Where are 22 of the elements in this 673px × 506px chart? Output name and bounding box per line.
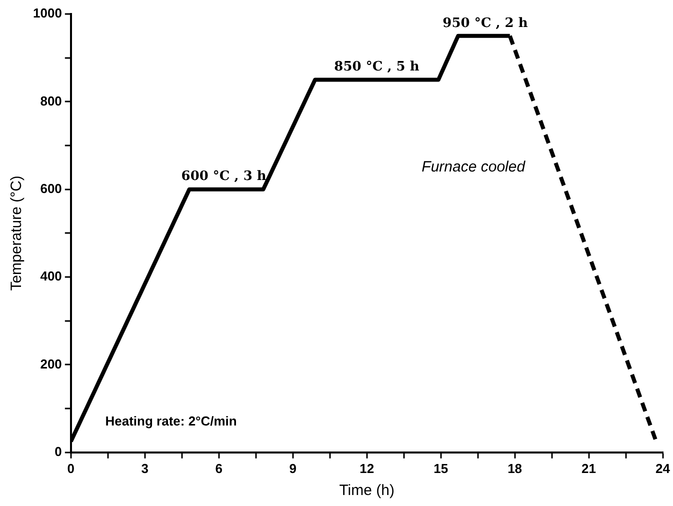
x-tick-label: 24: [656, 460, 671, 476]
y-tick-label: 800: [40, 93, 62, 108]
x-tick-label: 21: [582, 460, 596, 476]
x-tick-label: 6: [215, 460, 222, 476]
x-tick-label: 15: [434, 460, 448, 476]
y-tick-label: 600: [40, 180, 62, 196]
x-tick-label: 0: [67, 460, 75, 476]
y-tick-label: 0: [54, 444, 62, 459]
y-tick-label: 1000: [33, 6, 62, 21]
annotation: 850 °C , 5 h: [334, 60, 420, 75]
x-axis-title: Time (h): [339, 482, 394, 500]
x-tick-label: 9: [289, 460, 296, 476]
annotation: Heating rate: 2°C/min: [105, 413, 237, 428]
y-axis-title: Temperature (°C): [8, 176, 26, 291]
annotation: 950 °C , 2 h: [442, 16, 528, 31]
y-tick-label: 400: [40, 268, 62, 284]
x-tick-label: 18: [508, 460, 522, 476]
y-tick-label: 200: [40, 356, 62, 372]
annotation: Furnace cooled: [422, 158, 526, 176]
x-tick-label: 12: [360, 460, 374, 476]
x-tick-label: 3: [141, 460, 149, 476]
annotation: 600 °C , 3 h: [181, 169, 267, 184]
